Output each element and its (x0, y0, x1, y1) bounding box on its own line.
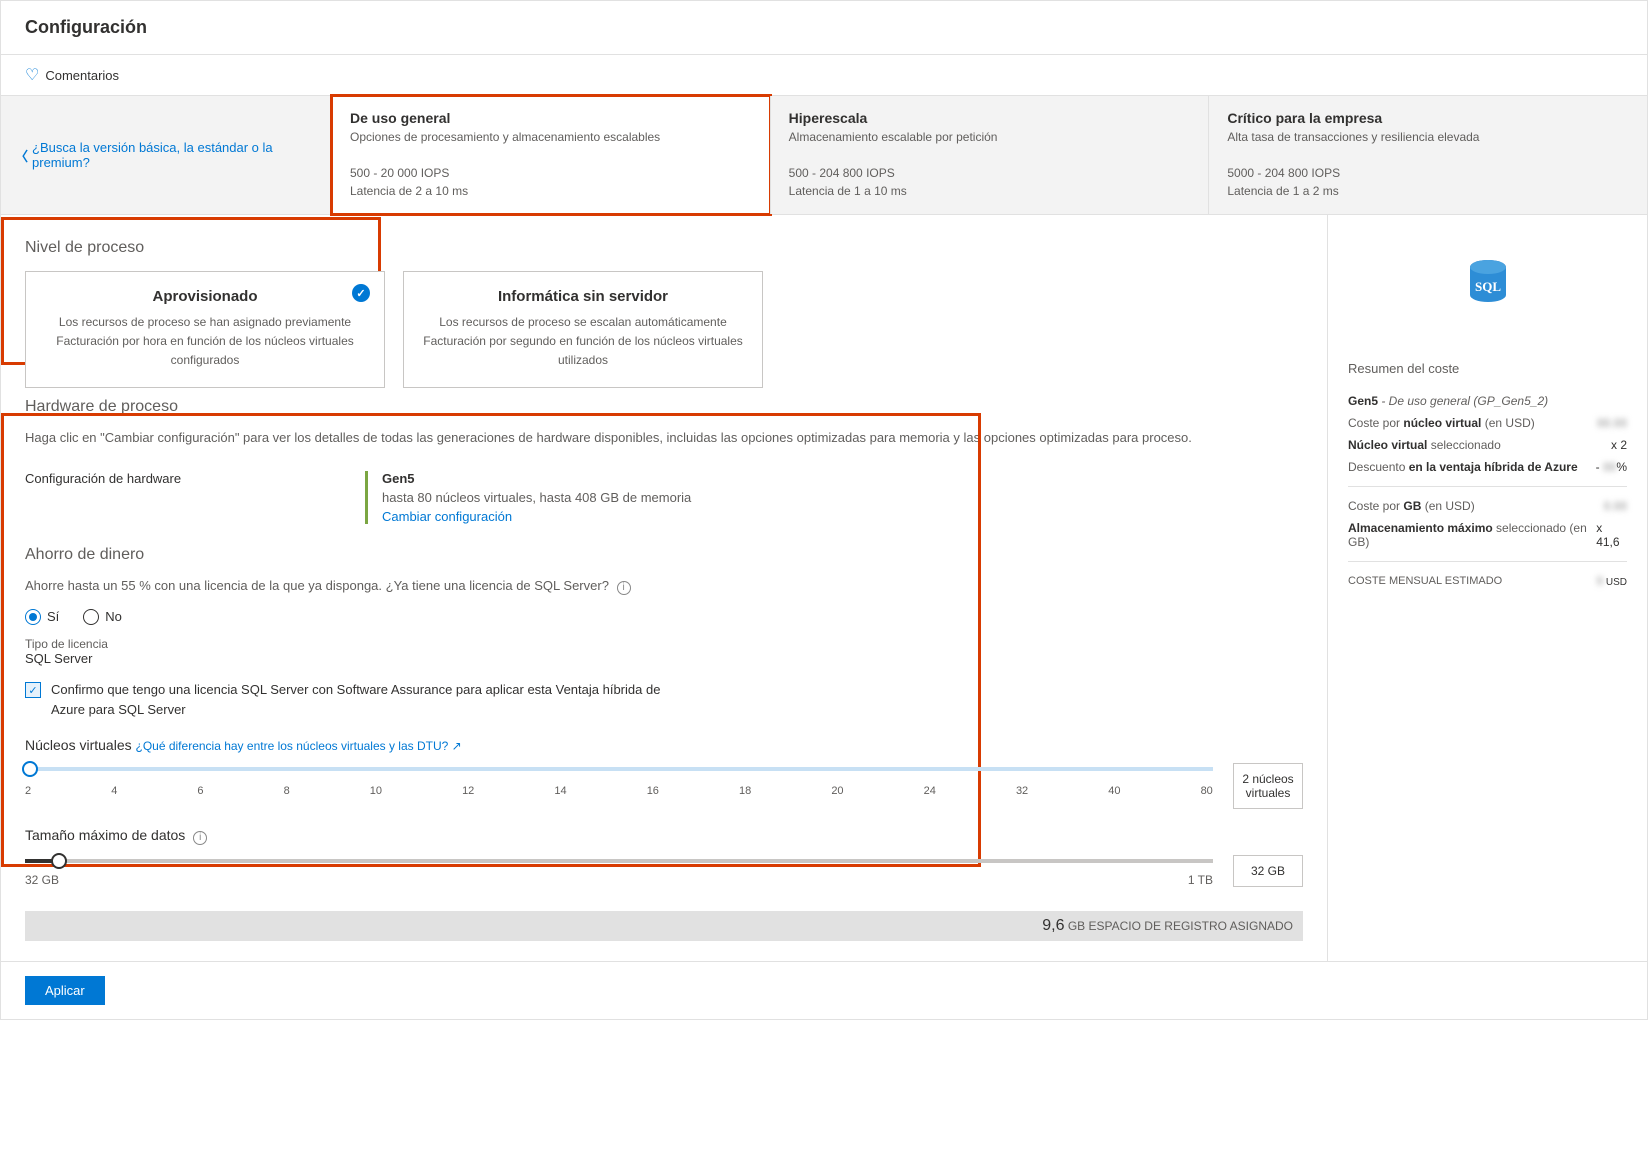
vcore-slider[interactable] (25, 767, 1213, 771)
confirm-text: Confirmo que tengo una licencia SQL Serv… (51, 680, 691, 719)
tier-title: De uso general (350, 110, 752, 126)
vcore-slider-thumb[interactable] (22, 761, 38, 777)
tier-hyperscale[interactable]: Hiperescala Almacenamiento escalable por… (770, 96, 1209, 214)
tier-general[interactable]: De uso general Opciones de procesamiento… (331, 96, 770, 214)
vcore-value: 2 núcleos virtuales (1233, 763, 1303, 809)
datasize-value: 32 GB (1233, 855, 1303, 887)
hardware-desc: Haga clic en "Cambiar configuración" par… (25, 430, 1303, 445)
radio-no[interactable]: No (83, 609, 122, 626)
page-header: Configuración (1, 1, 1647, 55)
hardware-title: Hardware de proceso (25, 398, 1303, 416)
cost-storage: x 41,6 (1596, 521, 1627, 549)
apply-button[interactable]: Aplicar (25, 976, 105, 1005)
savings-title: Ahorro de dinero (25, 546, 1303, 564)
info-icon[interactable]: i (193, 831, 207, 845)
page-title: Configuración (25, 17, 1623, 38)
cost-vcore-count: x 2 (1611, 438, 1627, 452)
radio-yes[interactable]: Sí (25, 609, 59, 626)
toolbar: ♡ Comentarios (1, 55, 1647, 96)
check-icon: ✓ (352, 284, 370, 302)
cost-summary-title: Resumen del coste (1348, 361, 1627, 376)
license-type-label: Tipo de licencia (25, 637, 1303, 651)
compute-serverless[interactable]: Informática sin servidor Los recursos de… (403, 271, 763, 388)
tier-title: Hiperescala (789, 110, 1191, 126)
log-space-allocated: 9,6 GB ESPACIO DE REGISTRO ASIGNADO (25, 911, 1303, 941)
tier-subtitle: Alta tasa de transacciones y resiliencia… (1227, 130, 1629, 144)
tiers-row: 〈 ¿Busca la versión básica, la estándar … (1, 96, 1647, 215)
heart-icon: ♡ (25, 65, 39, 85)
info-icon[interactable]: i (617, 581, 631, 595)
cost-monthly: 9 USD (1596, 574, 1627, 588)
hw-gen: Gen5 (382, 471, 691, 486)
compute-provisioned[interactable]: ✓ Aprovisionado Los recursos de proceso … (25, 271, 385, 388)
cost-vcore-price: 88.88 (1597, 416, 1627, 430)
cost-gb-price: 8.88 (1604, 499, 1627, 513)
comments-link[interactable]: Comentarios (45, 68, 119, 83)
vcore-help-link[interactable]: ¿Qué diferencia hay entre los núcleos vi… (136, 739, 462, 753)
svg-text:SQL: SQL (1474, 279, 1500, 294)
tier-subtitle: Almacenamiento escalable por petición (789, 130, 1191, 144)
datasize-slider[interactable] (25, 859, 1213, 863)
cost-panel: SQL Resumen del coste Gen5 - De uso gene… (1327, 215, 1647, 961)
compute-tier-title: Nivel de proceso (25, 239, 1303, 257)
change-config-link[interactable]: Cambiar configuración (382, 509, 691, 524)
hw-gen-sub: hasta 80 núcleos virtuales, hasta 408 GB… (382, 490, 691, 505)
chevron-left-icon: 〈 (15, 146, 28, 165)
sql-logo-icon: SQL (1460, 255, 1516, 311)
tier-subtitle: Opciones de procesamiento y almacenamien… (350, 130, 752, 144)
confirm-checkbox[interactable]: ✓ (25, 682, 41, 698)
tier-critical[interactable]: Crítico para la empresa Alta tasa de tra… (1208, 96, 1647, 214)
license-type-value: SQL Server (25, 651, 1303, 666)
hw-config-label: Configuración de hardware (25, 471, 325, 524)
footer: Aplicar (1, 961, 1647, 1019)
cost-discount: - 88% (1596, 460, 1627, 474)
datasize-slider-thumb[interactable] (51, 853, 67, 869)
tier-title: Crítico para la empresa (1227, 110, 1629, 126)
back-link[interactable]: 〈 ¿Busca la versión básica, la estándar … (1, 96, 331, 214)
